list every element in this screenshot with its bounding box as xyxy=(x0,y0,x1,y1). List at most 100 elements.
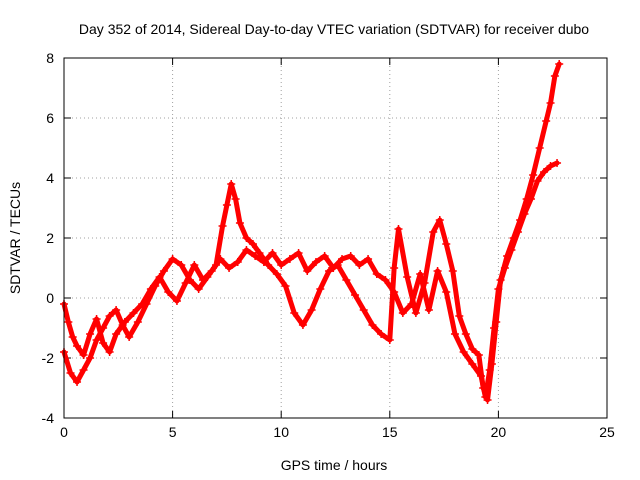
data-point xyxy=(294,249,303,257)
data-point xyxy=(298,321,307,329)
data-point xyxy=(435,216,444,224)
chart-title: Day 352 of 2014, Sidereal Day-to-day VTE… xyxy=(79,21,589,37)
data-point xyxy=(320,252,329,260)
data-point xyxy=(86,354,95,362)
data-point xyxy=(277,261,286,269)
data-point xyxy=(403,273,412,281)
data-point xyxy=(159,267,168,275)
data-point xyxy=(442,240,451,248)
data-point xyxy=(73,342,82,350)
data-point xyxy=(112,330,121,338)
data-point xyxy=(105,348,114,356)
data-point xyxy=(338,255,347,263)
data-point xyxy=(522,195,531,203)
data-point xyxy=(79,351,88,359)
data-point xyxy=(235,219,244,227)
x-tick-label: 20 xyxy=(491,424,507,440)
data-point xyxy=(411,309,420,317)
data-point xyxy=(112,306,121,314)
y-axis-label: SDTVAR / TECUs xyxy=(7,182,23,294)
data-point xyxy=(68,333,77,341)
data-point xyxy=(168,255,177,263)
data-point xyxy=(429,228,438,236)
data-point xyxy=(218,222,227,230)
data-point xyxy=(333,261,342,269)
data-point xyxy=(450,330,459,338)
data-point xyxy=(364,255,373,263)
series-line xyxy=(61,160,560,400)
data-point xyxy=(540,168,549,176)
x-axis-label: GPS time / hours xyxy=(281,457,388,473)
data-point xyxy=(255,249,264,257)
data-point xyxy=(468,360,477,368)
data-point xyxy=(346,252,355,260)
data-point xyxy=(398,309,407,317)
data-point xyxy=(311,258,320,266)
data-point xyxy=(474,351,483,359)
data-point xyxy=(172,297,181,305)
data-point xyxy=(420,279,429,287)
data-point xyxy=(194,285,203,293)
data-point xyxy=(496,276,505,284)
data-point xyxy=(433,267,442,275)
y-tick-label: -2 xyxy=(42,350,55,366)
data-point xyxy=(424,306,433,314)
plot-frame xyxy=(63,57,608,419)
data-point xyxy=(316,285,325,293)
data-series xyxy=(60,60,564,404)
y-tick-label: 4 xyxy=(46,170,54,186)
data-point xyxy=(442,288,451,296)
data-point xyxy=(492,318,501,326)
data-point xyxy=(233,258,242,266)
data-point xyxy=(455,312,464,320)
data-point xyxy=(355,261,364,269)
data-point xyxy=(142,300,151,308)
data-point xyxy=(177,261,186,269)
y-tick-label: 8 xyxy=(46,50,54,66)
data-point xyxy=(303,267,312,275)
data-point xyxy=(290,309,299,317)
x-tick-label: 0 xyxy=(60,424,68,440)
data-point xyxy=(416,270,425,278)
y-tick-label: -4 xyxy=(42,410,55,426)
data-point xyxy=(479,384,488,392)
data-point xyxy=(212,261,221,269)
data-point xyxy=(461,330,470,338)
data-point xyxy=(151,282,160,290)
data-point xyxy=(185,276,194,284)
data-point xyxy=(66,369,75,377)
x-tick-label: 15 xyxy=(382,424,398,440)
series-line xyxy=(61,61,562,403)
data-point xyxy=(231,195,240,203)
data-point xyxy=(307,306,316,314)
data-point xyxy=(546,162,555,170)
data-point xyxy=(264,261,273,269)
data-point xyxy=(248,240,257,248)
data-point xyxy=(342,276,351,284)
tick-marks xyxy=(63,57,608,419)
data-point xyxy=(268,249,277,257)
y-tick-label: 6 xyxy=(46,110,54,126)
data-point xyxy=(359,306,368,314)
y-tick-label: 2 xyxy=(46,230,54,246)
data-point xyxy=(459,348,468,356)
data-point xyxy=(550,72,559,80)
data-point xyxy=(535,144,544,152)
data-point xyxy=(181,279,190,287)
data-point xyxy=(105,312,114,320)
data-point xyxy=(394,225,403,233)
data-point xyxy=(372,270,381,278)
x-tick-label: 10 xyxy=(273,424,289,440)
data-point xyxy=(222,201,231,209)
data-point xyxy=(533,177,542,185)
data-point xyxy=(529,171,538,179)
x-tick-label: 25 xyxy=(599,424,615,440)
data-point xyxy=(351,291,360,299)
data-point xyxy=(64,318,73,326)
data-point xyxy=(281,282,290,290)
data-point xyxy=(377,330,386,338)
series-trace-b xyxy=(60,60,564,404)
data-point xyxy=(190,261,199,269)
data-point xyxy=(242,234,251,242)
